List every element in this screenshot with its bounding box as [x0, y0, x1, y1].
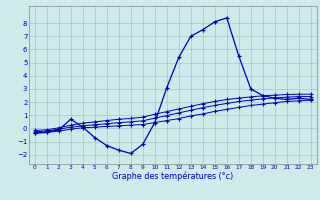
- X-axis label: Graphe des températures (°c): Graphe des températures (°c): [112, 172, 233, 181]
